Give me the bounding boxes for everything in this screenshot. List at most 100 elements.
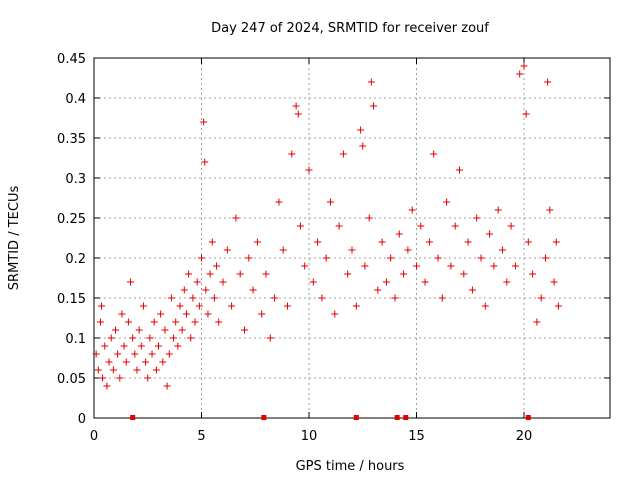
data-point (331, 310, 339, 318)
data-point (460, 270, 468, 278)
data-point (494, 206, 502, 214)
data-point (542, 254, 549, 262)
y-tick-label: 0.4 (65, 92, 86, 107)
data-point (486, 230, 494, 238)
data-point (116, 374, 124, 382)
data-point (529, 270, 537, 278)
data-point (434, 254, 442, 262)
data-point (387, 254, 395, 262)
data-point (301, 262, 309, 270)
data-point (219, 278, 227, 286)
data-point (98, 302, 106, 310)
y-tick-label: 0 (78, 412, 86, 427)
data-point (279, 246, 287, 254)
y-axis-label: SRMTID / TECUs (7, 186, 22, 291)
data-point (114, 350, 122, 358)
data-point (367, 78, 375, 86)
data-point (374, 286, 382, 294)
data-point (200, 118, 208, 126)
data-point (391, 294, 399, 302)
data-point (335, 222, 343, 230)
data-point (524, 238, 532, 246)
data-point (112, 326, 119, 334)
data-point (135, 326, 143, 334)
data-point (92, 350, 100, 358)
data-point (198, 254, 205, 262)
data-point (165, 350, 173, 358)
data-point (163, 382, 171, 390)
data-point (118, 310, 126, 318)
data-point (178, 326, 186, 334)
data-point (408, 206, 416, 214)
data-point (210, 294, 218, 302)
data-point (451, 222, 459, 230)
data-point (228, 302, 236, 310)
data-point (421, 278, 429, 286)
data-point (288, 150, 296, 158)
data-point (142, 358, 150, 366)
data-point (503, 278, 511, 286)
data-point (344, 270, 352, 278)
data-point (120, 342, 128, 350)
data-point (139, 302, 147, 310)
data-point (213, 262, 221, 270)
data-point (275, 198, 283, 206)
y-tick-label: 0.15 (57, 292, 86, 307)
data-point (99, 374, 107, 382)
data-point (400, 270, 408, 278)
data-point (339, 150, 347, 158)
y-tick-label: 0.2 (65, 252, 86, 267)
data-point (533, 318, 541, 326)
data-point (236, 270, 244, 278)
data-point (447, 262, 455, 270)
data-point (185, 270, 193, 278)
zero-marker (261, 415, 267, 420)
data-point (148, 350, 156, 358)
data-point (180, 286, 188, 294)
data-point (101, 342, 109, 350)
data-point (258, 310, 266, 318)
data-point (262, 270, 270, 278)
data-point (176, 302, 184, 310)
data-point (206, 270, 214, 278)
data-point (359, 142, 367, 150)
data-point (223, 246, 231, 254)
chart-title: Day 247 of 2024, SRMTID for receiver zou… (211, 21, 489, 36)
data-point (191, 318, 199, 326)
data-point (94, 366, 102, 374)
grid (94, 58, 610, 418)
data-point (122, 358, 130, 366)
y-tick-label: 0.35 (57, 132, 86, 147)
data-point (292, 102, 300, 110)
zero-marker (130, 415, 136, 420)
data-point (314, 238, 322, 246)
data-point (473, 214, 481, 222)
y-tick-label: 0.25 (57, 212, 86, 227)
x-axis-label: GPS time / hours (296, 459, 405, 474)
data-point (159, 358, 167, 366)
data-point (370, 102, 377, 110)
zero-marker (394, 415, 400, 420)
data-point (201, 158, 209, 166)
data-point (294, 110, 302, 118)
data-point (187, 334, 195, 342)
data-point (546, 206, 554, 214)
data-point (266, 334, 274, 342)
data-point (172, 318, 180, 326)
data-point (537, 294, 545, 302)
data-point (103, 382, 111, 390)
x-tick-label: 15 (408, 429, 425, 444)
data-point (137, 342, 145, 350)
data-point (477, 254, 485, 262)
data-point (245, 254, 253, 262)
data-point (327, 198, 334, 206)
data-point (425, 238, 433, 246)
data-point (109, 366, 117, 374)
data-point (309, 278, 317, 286)
data-point (430, 150, 438, 158)
data-point (167, 294, 175, 302)
data-point (348, 246, 356, 254)
data-point (152, 366, 160, 374)
data-point (155, 342, 162, 350)
